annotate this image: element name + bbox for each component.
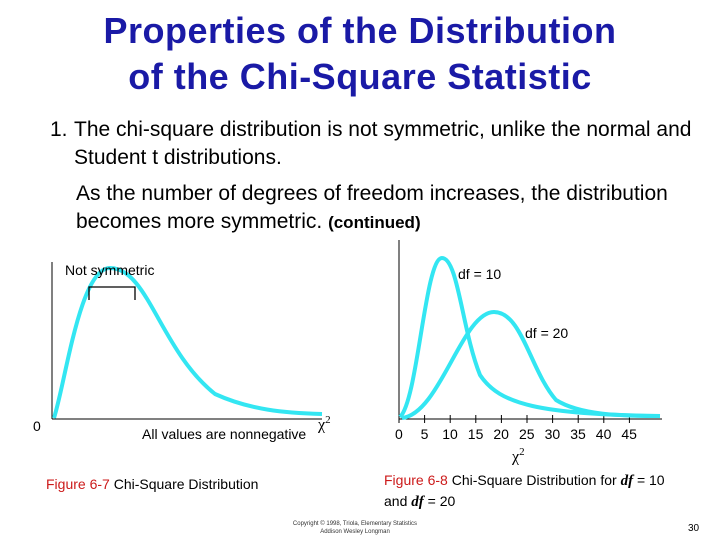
- caption-6-7-number: Figure 6-7: [46, 476, 110, 492]
- x-tick-label-30: 30: [544, 426, 561, 442]
- caption-6-8-text: Chi-Square Distribution for: [451, 472, 617, 488]
- caption-figure-6-8: Figure 6-8 Chi-Square Distribution for d…: [384, 470, 714, 512]
- caption-eq-20: = 20: [423, 493, 456, 509]
- left-chi-square-curve: [52, 265, 323, 419]
- copyright-line-2: Addison Wesley Longman: [320, 529, 390, 535]
- right-x-ticks: [398, 415, 630, 423]
- caption-eq-10: = 10: [633, 472, 665, 488]
- curve-df-10: [398, 255, 661, 419]
- x-tick-label-5: 5: [420, 426, 429, 442]
- copyright-line-1: Copyright © 1998, Triola, Elementary Sta…: [292, 521, 418, 527]
- slide-title: Properties of the Distribution of the Ch…: [0, 8, 720, 100]
- continued-note: (continued): [328, 213, 421, 232]
- x-tick-label-15: 15: [467, 426, 484, 442]
- x-tick-label-0: 0: [395, 426, 403, 442]
- x-tick-label-20: 20: [493, 426, 509, 442]
- title-line-1: Properties of the Distribution: [103, 10, 617, 51]
- copyright-notice: Copyright © 1998, Triola, Elementary Sta…: [270, 520, 440, 536]
- x-tick-label-10: 10: [442, 426, 458, 442]
- title-line-2: of the Chi-Square Statistic: [128, 56, 592, 97]
- left-chi-exponent: 2: [325, 414, 331, 426]
- label-not-symmetric: Not symmetric: [65, 262, 155, 278]
- x-tick-label-25: 25: [519, 426, 535, 442]
- figure-right-graph: [398, 240, 662, 423]
- label-all-nonnegative: All values are nonnegative: [142, 426, 307, 442]
- left-axis-chi-square-label: χ2: [318, 414, 331, 434]
- caption-figure-6-7: Figure 6-7 Chi-Square Distribution: [46, 474, 258, 494]
- caption-df-symbol-2: df: [411, 494, 424, 510]
- x-tick-label-35: 35: [570, 426, 586, 442]
- label-zero: 0: [33, 418, 41, 434]
- label-df-20: df = 20: [525, 325, 569, 341]
- label-df-10: df = 10: [458, 266, 502, 282]
- page-number: 30: [688, 523, 700, 534]
- figure-left-graph: [51, 262, 323, 420]
- point-1: 1. The chi-square distribution is not sy…: [50, 116, 710, 172]
- right-axis-chi-square-label: χ2: [512, 446, 525, 466]
- caption-df-symbol-1: df: [620, 473, 634, 489]
- point-2: As the number of degrees of freedom incr…: [76, 180, 716, 237]
- left-chi-symbol: χ: [318, 416, 326, 434]
- point-2-text: As the number of degrees of freedom incr…: [76, 182, 668, 233]
- point-1-text: The chi-square distribution is not symme…: [74, 118, 692, 169]
- caption-and: and: [384, 493, 408, 509]
- x-tick-label-45: 45: [621, 426, 637, 442]
- point-1-number: 1.: [50, 118, 68, 141]
- caption-6-7-text: Chi-Square Distribution: [113, 476, 259, 492]
- curve-df-20: [401, 309, 661, 420]
- right-chi-symbol: χ: [512, 448, 520, 466]
- not-symmetric-bracket: [88, 286, 136, 300]
- right-chi-exponent: 2: [519, 446, 525, 458]
- x-tick-label-40: 40: [595, 426, 612, 442]
- caption-6-8-number: Figure 6-8: [384, 472, 448, 488]
